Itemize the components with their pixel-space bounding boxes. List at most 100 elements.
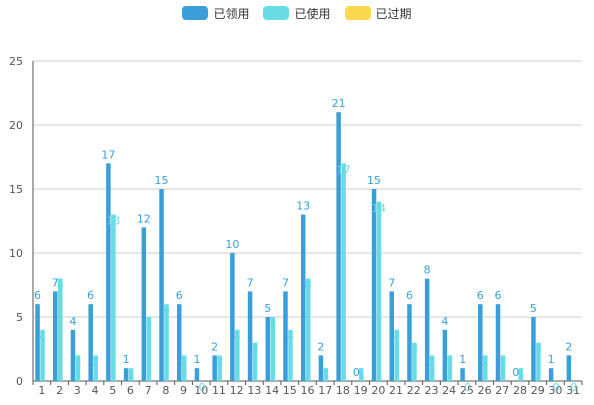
data-label: 4 — [287, 330, 294, 343]
data-label: 5 — [145, 317, 152, 330]
bar-0 — [424, 278, 430, 381]
data-label: 2 — [429, 355, 436, 368]
bar-1 — [128, 368, 134, 381]
legend-item-received[interactable]: 已领用 — [182, 5, 249, 22]
data-label: 2 — [74, 355, 81, 368]
data-label: 7 — [52, 276, 59, 289]
data-label: 6 — [34, 289, 41, 302]
data-label: 14 — [372, 202, 386, 215]
bar-1 — [217, 355, 222, 381]
bar-0 — [176, 304, 182, 381]
data-label: 2 — [211, 340, 218, 353]
bar-1 — [483, 355, 488, 381]
data-label: 1 — [123, 353, 130, 366]
data-label: 7 — [282, 276, 289, 289]
data-label: 1 — [517, 368, 524, 381]
legend-item-expired[interactable]: 已过期 — [344, 5, 412, 22]
data-label: 5 — [264, 302, 271, 315]
y-tick-label: 25 — [9, 55, 23, 68]
bar-1 — [412, 342, 417, 381]
bar-1 — [376, 201, 382, 381]
x-tick-label: 18 — [336, 384, 350, 397]
bar-1 — [146, 317, 152, 381]
bar-0 — [194, 368, 200, 381]
bar-0 — [35, 304, 40, 381]
x-tick-label: 24 — [442, 384, 456, 397]
data-label: 2 — [92, 355, 99, 368]
data-label: 4 — [39, 330, 46, 343]
x-tick-label: 9 — [180, 384, 187, 397]
bar-0 — [53, 291, 58, 381]
data-label: 1 — [358, 368, 365, 381]
data-label: 8 — [305, 279, 312, 292]
x-tick-label: 17 — [318, 384, 332, 397]
x-tick-label: 5 — [109, 384, 116, 397]
bar-0 — [283, 291, 288, 381]
bar-1 — [270, 317, 276, 381]
legend-swatch-expired — [344, 6, 371, 20]
data-label: 10 — [225, 238, 239, 251]
bar-0 — [478, 304, 483, 381]
data-label: 21 — [332, 97, 346, 110]
bar-0 — [159, 189, 164, 381]
data-label: 2 — [482, 355, 489, 368]
x-tick-label: 22 — [407, 384, 421, 397]
data-label: 5 — [530, 302, 537, 315]
data-label: 6 — [176, 289, 183, 302]
bar-1 — [111, 214, 116, 381]
x-tick-label: 12 — [230, 384, 244, 397]
legend-item-used[interactable]: 已使用 — [263, 5, 331, 22]
bar-1 — [164, 304, 169, 381]
data-label: 13 — [106, 215, 120, 228]
data-label: 15 — [155, 174, 169, 187]
bar-0 — [407, 304, 412, 381]
x-tick-label: 13 — [247, 384, 261, 397]
x-tick-label: 14 — [265, 384, 279, 397]
x-tick-label: 31 — [566, 384, 580, 397]
bar-0 — [495, 304, 501, 381]
data-label: 0 — [570, 381, 577, 394]
data-label: 17 — [101, 148, 115, 161]
bar-1 — [235, 329, 240, 381]
legend-label-expired: 已过期 — [375, 6, 412, 21]
bar-0 — [442, 329, 448, 381]
data-label: 6 — [87, 289, 94, 302]
data-label: 2 — [181, 355, 188, 368]
data-label: 7 — [388, 276, 395, 289]
data-label: 4 — [69, 315, 76, 328]
x-tick-label: 27 — [495, 384, 509, 397]
data-label: 1 — [193, 353, 200, 366]
legend-label-received: 已领用 — [213, 6, 250, 21]
data-label: 13 — [296, 200, 310, 213]
bar-1 — [394, 329, 399, 381]
data-label: 12 — [137, 212, 151, 225]
bar-1 — [93, 355, 98, 381]
bar-0 — [460, 368, 465, 381]
bar-1 — [536, 342, 541, 381]
data-label: 2 — [500, 355, 507, 368]
data-label: 5 — [269, 317, 276, 330]
x-tick-label: 8 — [162, 384, 169, 397]
bar-0 — [123, 368, 129, 381]
bar-1 — [500, 355, 506, 381]
x-tick-label: 11 — [212, 384, 226, 397]
data-label: 6 — [163, 304, 170, 317]
y-tick-label: 20 — [9, 119, 23, 132]
x-tick-label: 4 — [91, 384, 98, 397]
x-tick-label: 30 — [548, 384, 562, 397]
x-tick-label: 28 — [513, 384, 527, 397]
legend-swatch-used — [263, 6, 290, 20]
data-label: 2 — [216, 355, 223, 368]
y-tick-label: 5 — [16, 311, 23, 324]
data-label: 4 — [393, 330, 400, 343]
data-label: 0 — [353, 366, 360, 379]
bar-1 — [288, 329, 293, 381]
bar-1 — [447, 355, 453, 381]
bar-0 — [247, 291, 253, 381]
data-label: 15 — [367, 174, 381, 187]
x-tick-label: 23 — [424, 384, 438, 397]
data-label: 6 — [406, 289, 413, 302]
bar-0 — [318, 355, 324, 381]
x-tick-label: 29 — [531, 384, 545, 397]
